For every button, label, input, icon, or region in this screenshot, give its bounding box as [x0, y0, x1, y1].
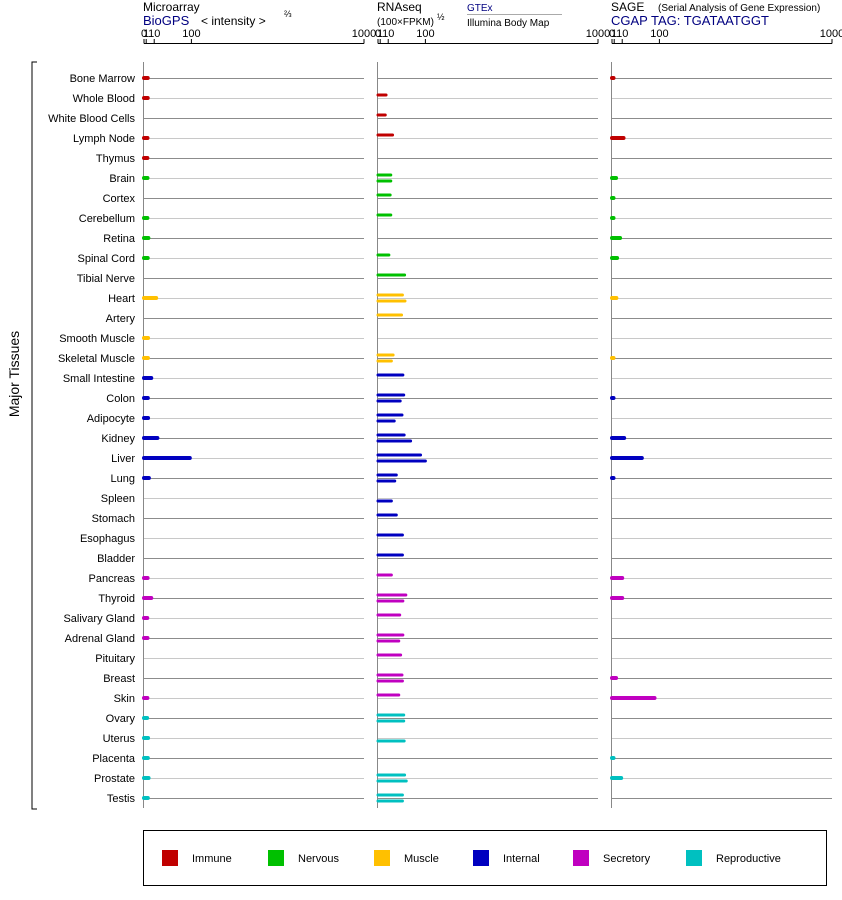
tissue-label: Small Intestine [63, 373, 135, 385]
microarray-subtitle-extra: < intensity > [201, 14, 266, 28]
tissue-label: Bladder [97, 553, 135, 565]
y-axis-label: Major Tissues [6, 331, 22, 417]
legend-swatch-secretory [573, 850, 589, 866]
sage-subtitle: CGAP TAG: TGATAATGGT [611, 13, 769, 28]
microarray-exponent: ⅔ [284, 9, 292, 19]
tissue-label: Cortex [103, 193, 136, 205]
tissue-label: Salivary Gland [63, 613, 135, 625]
x-tick-label: 1000 [586, 28, 610, 40]
legend-label-internal: Internal [503, 853, 540, 865]
legend-swatch-internal [473, 850, 489, 866]
tissue-label: Heart [108, 293, 135, 305]
tissue-label: Liver [111, 453, 135, 465]
bar-layer [142, 76, 657, 803]
x-tick-label: 10 [616, 28, 628, 40]
x-tick-label: 10 [382, 28, 394, 40]
tissue-label: Lung [111, 473, 135, 485]
tissue-label: Ovary [106, 713, 136, 725]
tissue-label: Retina [103, 233, 136, 245]
x-tick-label: 100 [416, 28, 434, 40]
sage-header: SAGE (Serial Analysis of Gene Expression… [611, 0, 820, 28]
tissue-label: Placenta [92, 753, 136, 765]
tissue-label: Spinal Cord [78, 253, 135, 265]
tissue-label: Skeletal Muscle [58, 353, 135, 365]
tissue-label: Kidney [101, 433, 135, 445]
tissue-label: Pituitary [95, 653, 135, 665]
x-tick-label: 0 [141, 28, 147, 40]
x-tick-label: 100 [650, 28, 668, 40]
rnaseq-source-bodymap: Illumina Body Map [467, 18, 550, 29]
x-tick-label: 0 [375, 28, 381, 40]
tissue-label: Thymus [96, 153, 136, 165]
legend: Immune Nervous Muscle Internal Secretory Repr… [162, 850, 781, 866]
tissue-bracket [31, 61, 37, 810]
tissue-label: Esophagus [80, 533, 136, 545]
legend-swatch-immune [162, 850, 178, 866]
sage-title: SAGE [611, 0, 644, 14]
tissue-label: Spleen [101, 493, 135, 505]
tissue-label: Stomach [92, 513, 135, 525]
category-labels: Bone Marrow Whole Blood White Blood Cells L… [48, 73, 136, 805]
x-tick-label: 1000 [352, 28, 376, 40]
tissue-label: Prostate [94, 773, 135, 785]
tissue-label: Cerebellum [79, 213, 135, 225]
microarray-title: Microarray [143, 0, 200, 14]
sage-title-note: (Serial Analysis of Gene Expression) [658, 3, 820, 14]
legend-label-nervous: Nervous [298, 853, 339, 865]
tissue-label: Whole Blood [73, 93, 135, 105]
rnaseq-exponent: ½ [437, 12, 445, 22]
legend-label-immune: Immune [192, 853, 232, 865]
x-tick-label: 1000 [820, 28, 842, 40]
tissue-label: Testis [107, 793, 136, 805]
rnaseq-header: RNAseq (100×FPKM) ½ GTEx Illumina Body M… [377, 0, 562, 29]
rnaseq-title: RNAseq [377, 0, 422, 14]
x-tick-label: 1 [611, 28, 617, 40]
tissue-label: Colon [106, 393, 135, 405]
tissue-label: Adipocyte [87, 413, 135, 425]
rnaseq-source-gtex: GTEx [467, 3, 493, 14]
legend-swatch-muscle [374, 850, 390, 866]
rnaseq-subtitle: (100×FPKM) [377, 17, 434, 28]
tissue-label: Brain [109, 173, 135, 185]
tissue-label: Adrenal Gland [65, 633, 135, 645]
tissue-label: Tibial Nerve [77, 273, 135, 285]
microarray-subtitle: BioGPS [143, 13, 190, 28]
tissue-label: Pancreas [89, 573, 136, 585]
x-tick-label: 0 [609, 28, 615, 40]
legend-swatch-reproductive [686, 850, 702, 866]
x-tick-label: 10 [148, 28, 160, 40]
grid-layer [144, 78, 832, 799]
microarray-header: Microarray BioGPS < intensity > ⅔ [143, 0, 292, 28]
x-tick-label: 1 [143, 28, 149, 40]
x-tick-label: 100 [182, 28, 200, 40]
tissue-label: Artery [106, 313, 136, 325]
tissue-label: Uterus [103, 733, 136, 745]
tissue-label: Thyroid [98, 593, 135, 605]
legend-label-muscle: Muscle [404, 853, 439, 865]
tissue-label: White Blood Cells [48, 113, 135, 125]
legend-label-secretory: Secretory [603, 853, 651, 865]
tissue-label: Lymph Node [73, 133, 135, 145]
tissue-label: Smooth Muscle [59, 333, 135, 345]
tissue-label: Bone Marrow [70, 73, 135, 85]
tissue-label: Skin [114, 693, 135, 705]
legend-label-reproductive: Reproductive [716, 853, 781, 865]
legend-swatch-nervous [268, 850, 284, 866]
tissue-label: Breast [103, 673, 135, 685]
x-tick-label: 1 [377, 28, 383, 40]
